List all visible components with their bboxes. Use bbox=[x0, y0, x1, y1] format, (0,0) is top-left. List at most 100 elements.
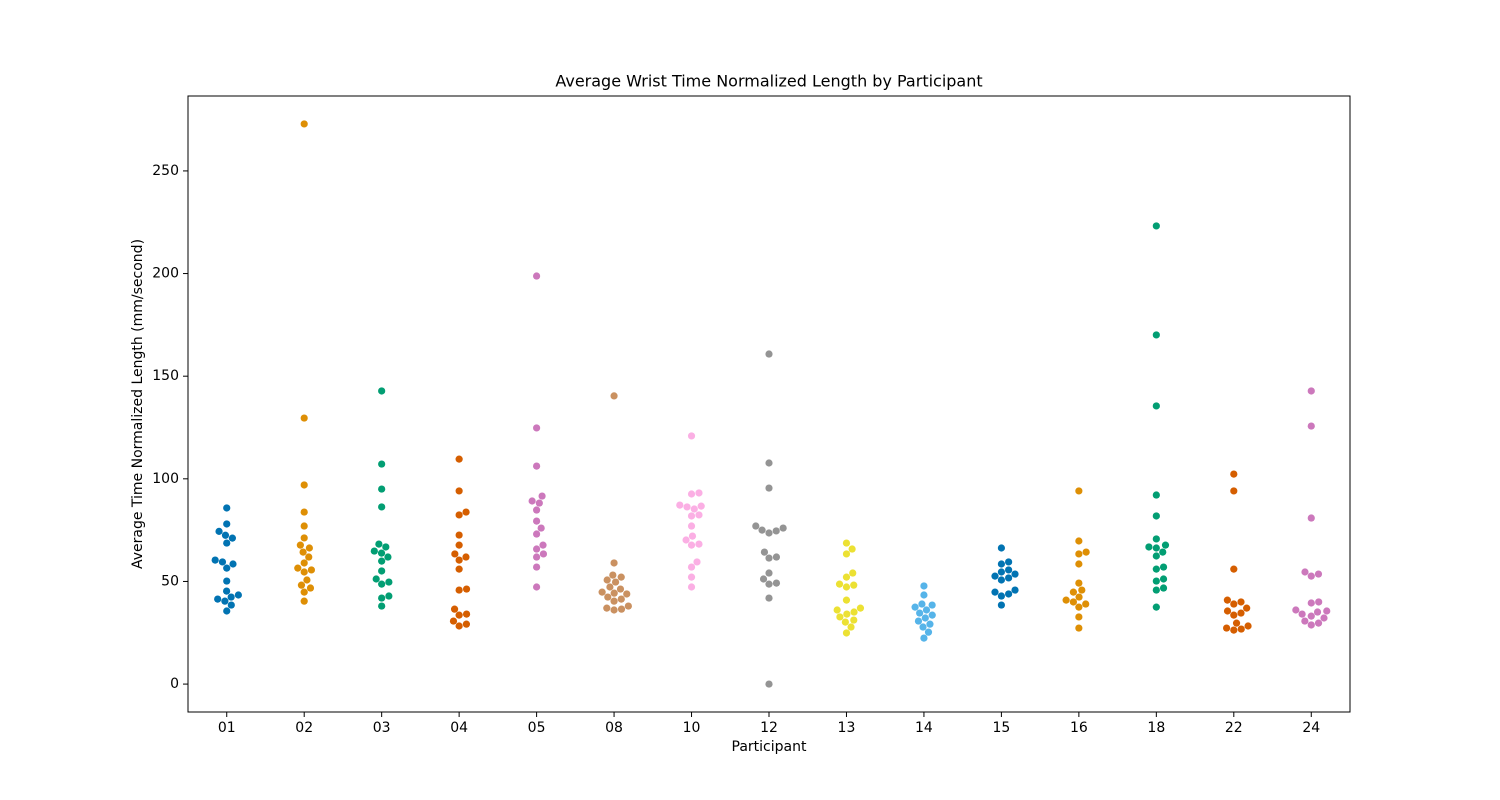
point bbox=[1230, 487, 1238, 495]
point bbox=[687, 432, 696, 440]
point bbox=[765, 680, 773, 688]
point bbox=[450, 605, 459, 613]
point bbox=[1230, 611, 1238, 619]
point bbox=[218, 558, 227, 566]
point bbox=[1223, 607, 1232, 615]
point bbox=[914, 617, 923, 625]
point bbox=[604, 593, 612, 601]
point bbox=[624, 602, 632, 610]
point bbox=[911, 603, 919, 611]
point bbox=[926, 620, 934, 628]
point bbox=[1301, 568, 1309, 576]
point bbox=[1011, 586, 1019, 594]
point bbox=[610, 589, 618, 597]
point bbox=[297, 581, 306, 589]
point bbox=[1152, 402, 1160, 410]
point bbox=[455, 487, 463, 495]
point bbox=[378, 503, 386, 511]
point bbox=[449, 617, 458, 625]
point bbox=[1152, 552, 1160, 560]
point bbox=[1082, 600, 1090, 608]
point bbox=[1075, 579, 1083, 587]
point bbox=[991, 588, 999, 596]
point bbox=[616, 585, 625, 593]
point bbox=[843, 610, 851, 618]
point bbox=[535, 499, 543, 507]
point bbox=[306, 584, 315, 592]
point bbox=[842, 583, 851, 591]
point bbox=[609, 571, 617, 579]
point bbox=[687, 512, 696, 520]
point bbox=[223, 504, 231, 512]
point bbox=[687, 490, 696, 498]
point bbox=[305, 544, 313, 552]
point bbox=[1152, 512, 1160, 520]
point bbox=[533, 424, 541, 432]
point bbox=[920, 634, 928, 642]
point bbox=[1161, 541, 1170, 549]
point bbox=[850, 616, 858, 624]
point bbox=[223, 539, 231, 547]
point bbox=[1075, 624, 1083, 632]
point bbox=[1069, 598, 1077, 606]
point bbox=[462, 508, 470, 516]
point bbox=[533, 462, 541, 470]
point bbox=[378, 387, 386, 395]
point bbox=[1307, 387, 1315, 395]
y-axis-label: Average Time Normalized Length (mm/secon… bbox=[130, 239, 146, 569]
point bbox=[1292, 606, 1300, 614]
point bbox=[294, 564, 302, 572]
point bbox=[991, 572, 999, 580]
x-tick-label: 22 bbox=[1225, 720, 1243, 736]
point bbox=[300, 120, 308, 128]
point bbox=[623, 590, 631, 598]
x-tick-label: 01 bbox=[218, 720, 236, 736]
point bbox=[455, 611, 463, 619]
point bbox=[690, 505, 698, 513]
y-tick-label: 150 bbox=[152, 368, 179, 384]
point bbox=[997, 568, 1006, 576]
point bbox=[234, 591, 242, 599]
point bbox=[1230, 626, 1238, 634]
point bbox=[772, 579, 781, 587]
point bbox=[1152, 603, 1160, 611]
point bbox=[765, 484, 773, 492]
point bbox=[299, 548, 307, 556]
point bbox=[765, 569, 773, 577]
point bbox=[1145, 543, 1153, 551]
point bbox=[617, 573, 625, 581]
point bbox=[1314, 619, 1323, 627]
point bbox=[842, 550, 851, 558]
point bbox=[1075, 560, 1083, 568]
point bbox=[382, 543, 390, 551]
point bbox=[835, 580, 844, 588]
point bbox=[610, 606, 618, 614]
point bbox=[300, 522, 308, 530]
point bbox=[617, 605, 626, 613]
point bbox=[765, 594, 773, 602]
point bbox=[676, 501, 684, 509]
point bbox=[375, 540, 383, 548]
point bbox=[610, 392, 618, 400]
point bbox=[611, 578, 620, 586]
point bbox=[533, 553, 541, 561]
point bbox=[305, 553, 313, 561]
point bbox=[1298, 610, 1306, 618]
point bbox=[997, 576, 1006, 584]
point bbox=[687, 573, 696, 581]
point bbox=[1011, 570, 1019, 578]
point bbox=[847, 623, 855, 631]
point bbox=[1075, 550, 1083, 558]
point bbox=[378, 567, 386, 575]
point bbox=[1152, 544, 1160, 552]
point bbox=[1223, 596, 1231, 604]
point bbox=[378, 485, 386, 493]
y-tick-label: 200 bbox=[152, 266, 179, 282]
point bbox=[1307, 612, 1315, 620]
point bbox=[856, 604, 865, 612]
point bbox=[1152, 222, 1160, 230]
point bbox=[687, 583, 696, 591]
point bbox=[693, 558, 701, 566]
point bbox=[682, 536, 690, 544]
point bbox=[300, 534, 308, 542]
